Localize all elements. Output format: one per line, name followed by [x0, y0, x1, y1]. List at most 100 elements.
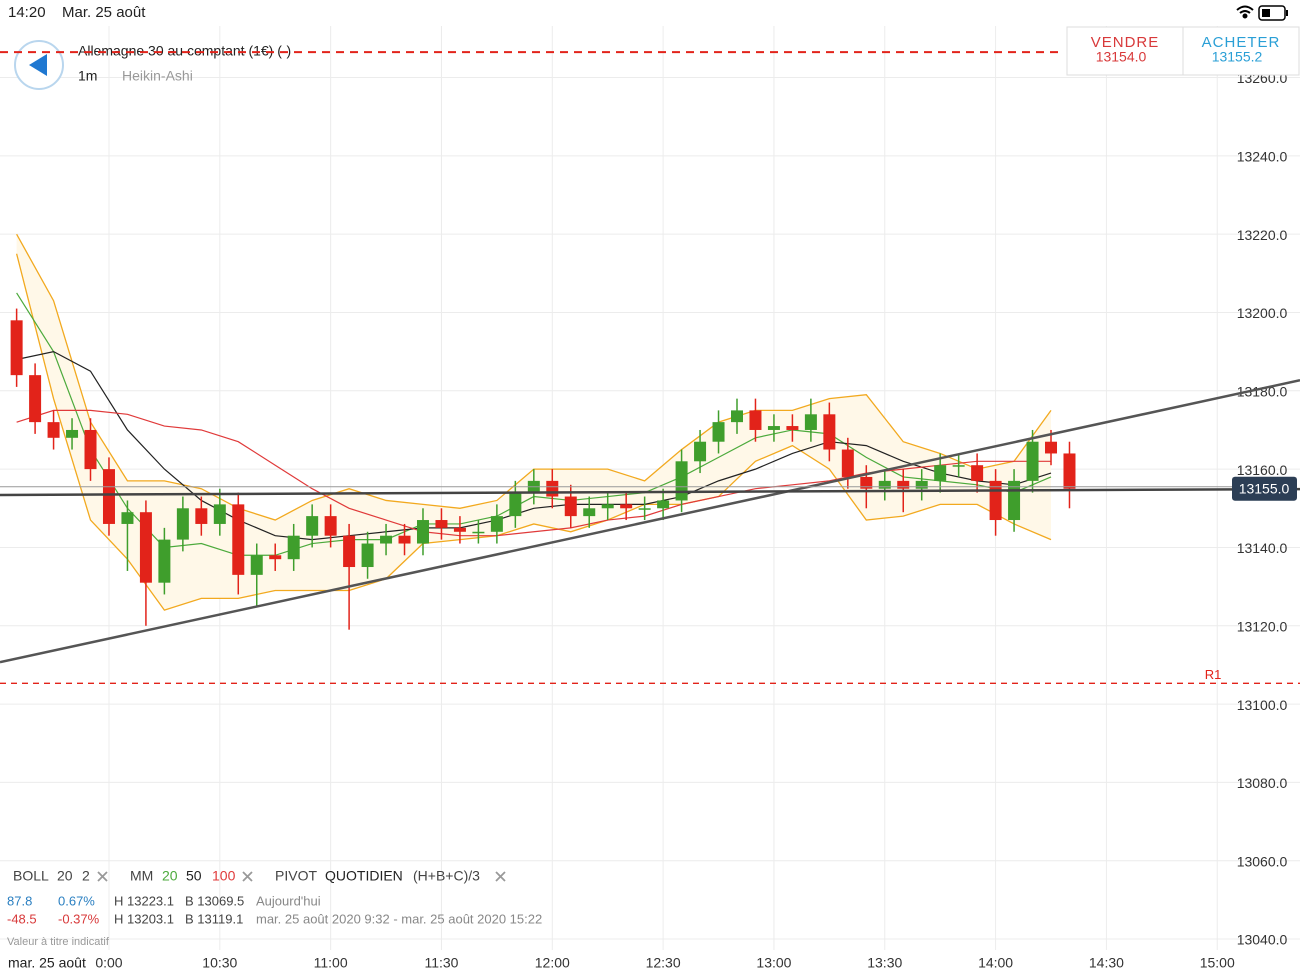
buy-label: ACHETER	[1202, 34, 1281, 51]
candle-body	[158, 539, 171, 583]
remove-icon[interactable]	[495, 871, 506, 882]
x-tick-label: 14:00	[978, 955, 1013, 971]
boll-period: 20	[57, 868, 73, 884]
x-tick-label: 0:00	[95, 955, 122, 971]
candle-body	[176, 508, 189, 540]
price-tag-label: 13155.0	[1239, 480, 1290, 496]
timeframe[interactable]: 1m	[78, 68, 97, 84]
battery-icon	[1258, 5, 1288, 21]
buy-price: 13155.2	[1212, 49, 1263, 65]
remove-icon[interactable]	[242, 871, 253, 882]
candle-body	[860, 476, 873, 489]
mm-p1: 20	[162, 868, 178, 884]
y-tick-label: 13160.0	[1237, 462, 1288, 478]
high: H 13223.1	[114, 893, 174, 908]
y-tick-label: 13060.0	[1237, 853, 1288, 869]
candle-body	[823, 414, 836, 450]
status-time: 14:20	[8, 4, 46, 21]
candle-body	[620, 504, 633, 509]
candle-body	[490, 516, 503, 532]
x-tick-label: 13:30	[867, 955, 902, 971]
candle-body	[952, 465, 965, 467]
candle-body	[675, 461, 688, 501]
mm-p3: 100	[212, 868, 236, 884]
pivot-label: R1	[1205, 667, 1222, 682]
low: B 13069.5	[185, 893, 244, 908]
candle-body	[213, 504, 226, 524]
pivot-label[interactable]: PIVOT	[275, 868, 317, 884]
candle-body	[66, 429, 79, 438]
plot: 13040.0 13060.0 13080.0 13100.0 13120.0 13140…	[0, 26, 1300, 950]
trend-line	[0, 379, 1300, 664]
x-tick-label: 11:00	[314, 955, 348, 971]
instrument-name: Allemagne 30 au comptant (1€) (-)	[78, 43, 291, 59]
candle-body	[878, 480, 891, 489]
candle-body	[712, 422, 725, 442]
y-tick-label: 13120.0	[1237, 618, 1288, 634]
candle-body	[453, 527, 466, 532]
candle-body	[915, 480, 928, 489]
mm-p2: 50	[186, 868, 202, 884]
chart-style[interactable]: Heikin-Ashi	[122, 68, 193, 84]
candle-body	[767, 426, 780, 430]
x-tick-label: 15:00	[1200, 955, 1235, 971]
candle-body	[509, 492, 522, 517]
buy-button[interactable]: ACHETER 13155.2	[1182, 26, 1300, 76]
remove-icon[interactable]	[97, 871, 108, 882]
candle-body	[435, 520, 448, 528]
disclaimer: Valeur à titre indicatif	[7, 936, 110, 948]
candle-body	[601, 504, 614, 509]
status-bar	[0, 0, 1300, 26]
candle-body	[269, 555, 282, 560]
candle-body	[380, 535, 393, 544]
band-fill	[16, 234, 1052, 611]
candle-body	[546, 480, 559, 497]
boll-label[interactable]: BOLL	[13, 868, 49, 884]
wifi-icon	[1236, 5, 1254, 19]
candle-body	[638, 508, 651, 510]
candle-body	[416, 520, 429, 544]
candle-body	[694, 441, 707, 462]
candle-body	[472, 531, 485, 534]
candle-body	[139, 512, 152, 583]
candle-body	[730, 410, 743, 423]
trend-line	[0, 487, 1300, 497]
candle-body	[1026, 441, 1039, 481]
candle-body	[324, 516, 337, 536]
x-tick-label: 11:30	[424, 955, 458, 971]
sell-price: 13154.0	[1096, 49, 1147, 65]
x-tick-label: 12:00	[535, 955, 570, 971]
change-pct: 0.67%	[58, 893, 95, 908]
change: -48.5	[7, 911, 37, 926]
sell-button[interactable]: VENDRE 13154.0	[1066, 26, 1184, 76]
mm-label[interactable]: MM	[130, 868, 153, 884]
status-date: Mar. 25 août	[62, 4, 146, 21]
pivot-formula: (H+B+C)/3	[413, 868, 480, 884]
boll-deviation: 2	[82, 868, 90, 884]
y-tick-label: 13080.0	[1237, 775, 1288, 791]
candle-body	[84, 429, 97, 470]
moving-average	[16, 351, 1052, 541]
price-tag	[1232, 476, 1297, 501]
candle-body	[121, 512, 134, 524]
candle-body	[287, 535, 300, 560]
y-tick-label: 13140.0	[1237, 540, 1288, 556]
candle-body	[398, 535, 411, 544]
band-lower	[15, 253, 1052, 611]
candle-body	[1063, 453, 1076, 489]
change-pct: -0.37%	[58, 911, 100, 926]
candle-body	[971, 465, 984, 481]
range: mar. 25 août 2020 9:32 - mar. 25 août 20…	[256, 911, 542, 926]
x-tick-label: 13:00	[756, 955, 791, 971]
x-tick-label: 10:30	[202, 955, 237, 971]
candle-body	[47, 422, 60, 438]
y-tick-label: 13200.0	[1237, 305, 1288, 321]
y-tick-label: 13240.0	[1237, 149, 1288, 165]
pivot-period: QUOTIDIEN	[325, 868, 403, 884]
candle-body	[897, 480, 910, 489]
candle-body	[29, 375, 42, 423]
candle-body	[804, 414, 817, 430]
back-button[interactable]	[14, 40, 64, 90]
y-tick-label: 13220.0	[1237, 227, 1288, 243]
